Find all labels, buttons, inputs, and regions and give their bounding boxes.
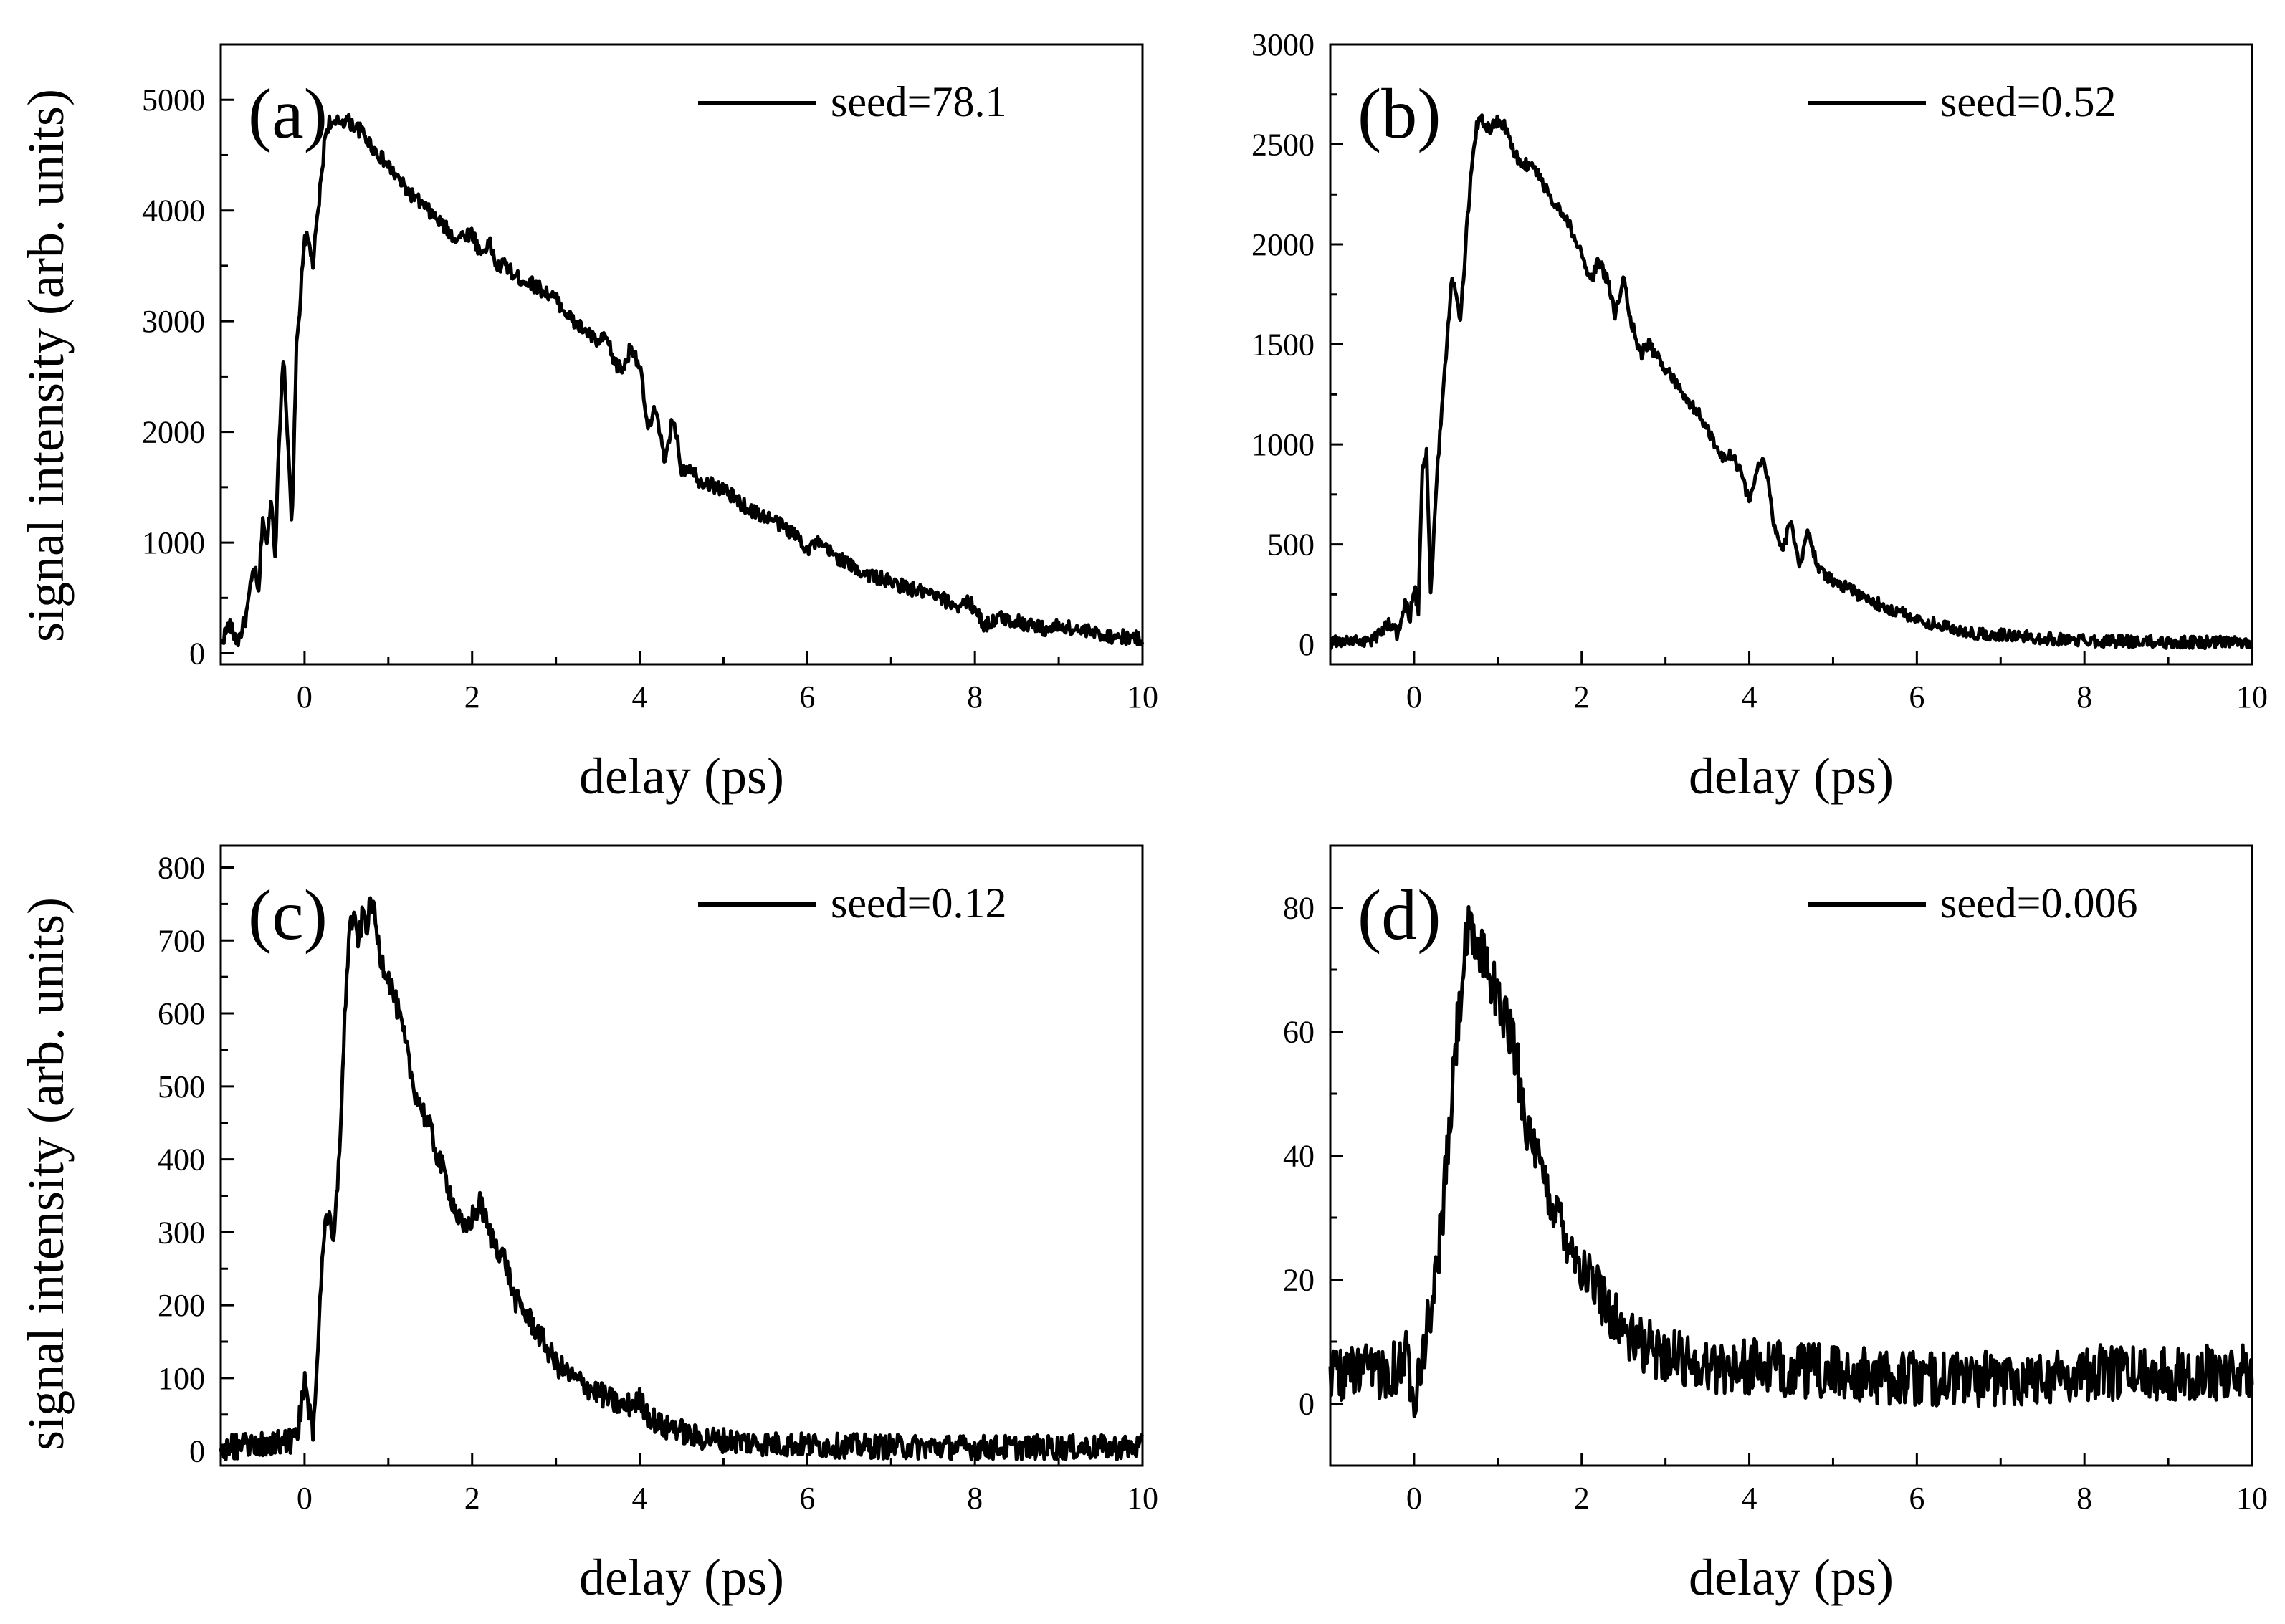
y-tick-label-c: 800 — [158, 851, 205, 886]
panel-b: 0 2 4 6 8 10 0 500 1000 1500 2000 2500 3000 delay (ps… — [1251, 27, 2268, 805]
panel-label-a: (a) — [248, 74, 328, 153]
plot-frame-c — [219, 844, 1144, 1467]
plot-frame-a — [219, 43, 1144, 666]
y-tick-label-b: 3000 — [1251, 27, 1315, 62]
y-tick-label-c: 700 — [158, 923, 205, 958]
x-tick-label-c: 0 — [297, 1481, 313, 1516]
y-tick-label-b: 1000 — [1251, 427, 1315, 462]
y-tick-label-c: 500 — [158, 1069, 205, 1104]
x-tick-label-d: 8 — [2076, 1481, 2092, 1516]
y-tick-label-d: 0 — [1299, 1387, 1315, 1422]
y-tick-label-a: 2000 — [142, 415, 205, 450]
y-tick-label-b: 2500 — [1251, 128, 1315, 163]
y-tick-label-a: 0 — [189, 636, 205, 672]
ylabel-bottom: signal intensity (arb. units) — [17, 897, 75, 1451]
y-tick-label-a: 1000 — [142, 525, 205, 560]
x-tick-label-c: 6 — [799, 1481, 815, 1516]
panel-label-b: (b) — [1358, 74, 1441, 153]
x-axis-title-b: delay (ps) — [1689, 747, 1894, 805]
y-tick-label-b: 2000 — [1251, 227, 1315, 262]
y-tick-label-a: 3000 — [142, 304, 205, 339]
x-tick-label-d: 4 — [1742, 1481, 1757, 1516]
x-tick-label-d: 0 — [1406, 1481, 1422, 1516]
legend-label-b: seed=0.52 — [1940, 78, 2116, 125]
x-axis-title-c: delay (ps) — [579, 1549, 784, 1606]
x-tick-label-c: 10 — [1127, 1481, 1158, 1516]
legend-label-a: seed=78.1 — [831, 78, 1006, 125]
ylabel-top: signal intensity (arb. units) — [17, 89, 75, 642]
y-tick-label-c: 400 — [158, 1142, 205, 1178]
x-tick-label-c: 2 — [464, 1481, 480, 1516]
panel-label-c: (c) — [248, 875, 328, 955]
y-tick-label-c: 0 — [189, 1434, 205, 1469]
legend-label-c: seed=0.12 — [831, 879, 1006, 927]
series-line-a — [219, 113, 1145, 648]
x-tick-label-b: 0 — [1406, 679, 1422, 715]
y-tick-label-c: 600 — [158, 996, 205, 1031]
x-tick-label-c: 4 — [632, 1481, 648, 1516]
y-tick-label-a: 4000 — [142, 194, 205, 229]
x-axis-title-a: delay (ps) — [579, 747, 784, 805]
y-tick-label-b: 1500 — [1251, 328, 1315, 363]
series-line-b — [1329, 113, 2254, 651]
y-tick-label-c: 200 — [158, 1288, 205, 1323]
y-tick-label-b: 500 — [1267, 527, 1315, 563]
x-tick-label-b: 10 — [2236, 679, 2268, 715]
y-tick-label-d: 60 — [1283, 1015, 1315, 1050]
y-tick-label-b: 0 — [1299, 627, 1315, 662]
y-tick-label-c: 100 — [158, 1361, 205, 1396]
series-line-c — [219, 896, 1145, 1462]
x-tick-label-b: 6 — [1909, 679, 1924, 715]
x-tick-label-d: 10 — [2236, 1481, 2268, 1516]
panel-d: 0 2 4 6 8 10 0 20 40 60 80 delay (ps) (d) seed=0.006 — [1283, 844, 2268, 1606]
x-tick-label-a: 0 — [297, 679, 313, 715]
y-tick-label-d: 80 — [1283, 891, 1315, 926]
panel-a: 0 2 4 6 8 10 0 1000 2000 3000 4000 5000 delay (ps) (a… — [142, 43, 1158, 805]
y-tick-label-c: 300 — [158, 1215, 205, 1250]
x-tick-label-b: 4 — [1742, 679, 1757, 715]
x-tick-label-d: 2 — [1574, 1481, 1590, 1516]
y-tick-label-d: 40 — [1283, 1139, 1315, 1174]
y-tick-label-a: 5000 — [142, 82, 205, 118]
x-tick-label-a: 4 — [632, 679, 648, 715]
legend-label-d: seed=0.006 — [1940, 879, 2137, 927]
x-tick-label-a: 6 — [799, 679, 815, 715]
x-axis-title-d: delay (ps) — [1689, 1549, 1894, 1606]
x-tick-label-b: 8 — [2076, 679, 2092, 715]
x-tick-label-b: 2 — [1574, 679, 1590, 715]
x-tick-label-c: 8 — [967, 1481, 983, 1516]
panel-label-d: (d) — [1358, 875, 1441, 955]
x-tick-label-d: 6 — [1909, 1481, 1924, 1516]
plot-frame-b — [1329, 43, 2253, 666]
x-tick-label-a: 8 — [967, 679, 983, 715]
series-line-d — [1328, 905, 2254, 1418]
x-tick-label-a: 2 — [464, 679, 480, 715]
y-tick-label-d: 20 — [1283, 1263, 1315, 1298]
x-tick-label-a: 10 — [1127, 679, 1158, 715]
